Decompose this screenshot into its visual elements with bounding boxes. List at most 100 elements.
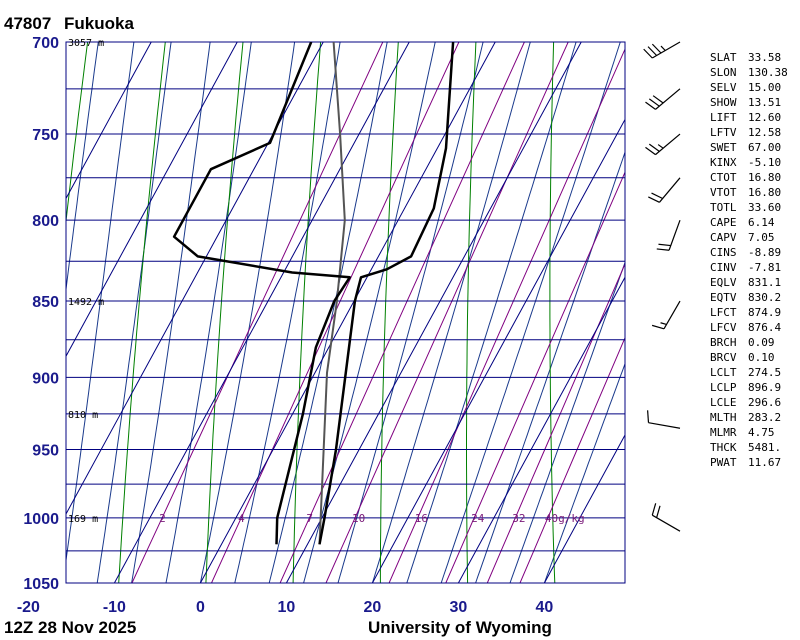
index-row: LFCT 874.9	[710, 305, 800, 320]
index-key: CINS	[710, 246, 737, 259]
index-row: SLAT 33.58	[710, 50, 800, 65]
index-value: -5.10	[748, 156, 782, 169]
height-label: 3057 m	[68, 38, 104, 49]
pressure-tick-label: 700	[32, 35, 59, 52]
index-row: VTOT 16.80	[710, 185, 800, 200]
index-value: 16.80	[748, 186, 782, 199]
index-value: 831.1	[748, 276, 782, 289]
pressure-tick-label: 750	[32, 127, 59, 144]
mixing-ratio-line	[445, 171, 625, 583]
index-value: 5481.	[748, 441, 782, 454]
index-row: CINV -7.81	[710, 260, 800, 275]
index-value: 67.00	[748, 141, 782, 154]
index-key: EQTV	[710, 291, 737, 304]
index-key: SLAT	[710, 51, 737, 64]
wind-barb-flag	[643, 48, 653, 59]
wind-barb-half-flag	[660, 322, 667, 326]
dewpoint-line	[172, 42, 352, 545]
index-key: LCLP	[710, 381, 737, 394]
moist-adiabat-line	[337, 42, 484, 583]
moist-adiabat-line	[165, 42, 252, 583]
index-row: PWAT 11.67	[710, 455, 800, 470]
mixing-ratio-label: 24	[471, 512, 485, 525]
index-key: TOTL	[710, 201, 737, 214]
index-key: LFCV	[710, 321, 737, 334]
isotherm-line	[66, 42, 152, 200]
index-key: MLMR	[710, 426, 737, 439]
height-label: 810 m	[68, 410, 98, 421]
wind-barb	[656, 219, 681, 251]
mixing-ratio-line	[486, 262, 625, 583]
index-value: 4.75	[748, 426, 775, 439]
index-key: SLON	[710, 66, 737, 79]
index-row: KINX -5.10	[710, 155, 800, 170]
isotherm-line	[113, 42, 410, 583]
index-row: LCLE 296.6	[710, 395, 800, 410]
wind-barb-flag	[647, 410, 650, 423]
index-value: 283.2	[748, 411, 782, 424]
index-row: LFTV 12.58	[710, 125, 800, 140]
isotherm-line	[371, 118, 625, 583]
axis-labels: 2 4 7 10 16 24 32 40g/kg70075080085090095010001…	[17, 35, 585, 616]
moist-adiabat-line	[475, 150, 625, 583]
wind-barb-staff	[658, 177, 681, 203]
index-value: 830.2	[748, 291, 782, 304]
wind-barb	[651, 300, 681, 330]
index-row: EQTV 830.2	[710, 290, 800, 305]
mixing-ratio-label: 2	[159, 512, 166, 525]
wind-barb-staff	[651, 41, 681, 59]
temperature-tick-label: 0	[196, 599, 205, 616]
index-row: LIFT 12.60	[710, 110, 800, 125]
index-row: THCK 5481.	[710, 440, 800, 455]
wind-barb-flag	[648, 98, 660, 107]
index-key: VTOT	[710, 186, 737, 199]
mixing-ratio-lines	[131, 42, 625, 583]
mixing-ratio-label: 4	[238, 512, 245, 525]
index-value: 15.00	[748, 81, 782, 94]
wind-barb	[651, 503, 681, 532]
mixing-ratio-label: 16	[415, 512, 428, 525]
index-row: BRCV 0.10	[710, 350, 800, 365]
pressure-tick-label: 1000	[23, 511, 59, 528]
index-key: SHOW	[710, 96, 737, 109]
index-value: 12.58	[748, 126, 782, 139]
dry-adiabat-line	[466, 42, 477, 583]
wind-barb-half-flag	[660, 45, 666, 51]
dry-adiabat-line	[549, 42, 556, 583]
isotherm-line	[285, 42, 582, 583]
footer-time: 12Z 28 Nov 2025	[4, 618, 136, 637]
wind-barb-flag	[648, 143, 660, 152]
index-value: 13.51	[748, 96, 782, 109]
mixing-ratio-label: 7	[306, 512, 313, 525]
wind-barb-flag	[651, 43, 662, 54]
pressure-tick-label: 1050	[23, 576, 59, 593]
mixing-ratio-line	[388, 47, 625, 583]
temperature-tick-label: 10	[277, 599, 295, 616]
index-key: LIFT	[710, 111, 737, 124]
pressure-tick-label: 900	[32, 370, 59, 387]
index-key: BRCV	[710, 351, 737, 364]
index-key: KINX	[710, 156, 737, 169]
index-key: PWAT	[710, 456, 737, 469]
moist-adiabat-line	[406, 42, 577, 583]
mixing-ratio-label: 40g/kg	[545, 512, 585, 525]
pressure-tick-label: 950	[32, 442, 59, 459]
wind-barb-flag	[652, 95, 664, 104]
wind-barb-flag	[656, 505, 661, 518]
moist-adiabat-line	[96, 42, 172, 583]
height-label: 169 m	[68, 514, 98, 525]
index-key: SWET	[710, 141, 737, 154]
index-value: 6.14	[748, 216, 775, 229]
wind-barb-staff	[651, 514, 681, 532]
dry-adiabat-line	[66, 42, 89, 226]
temperature-tick-label: -10	[103, 599, 126, 616]
wind-barb-staff	[648, 422, 681, 429]
station-name: Fukuoka	[64, 14, 134, 33]
index-row: LFCV 876.4	[710, 320, 800, 335]
pressure-tick-label: 850	[32, 294, 59, 311]
index-key: BRCH	[710, 336, 737, 349]
wind-barb-staff	[663, 300, 681, 330]
wind-barb-half-flag	[657, 144, 664, 149]
index-value: -8.89	[748, 246, 782, 259]
wind-barb-flag	[656, 248, 670, 251]
